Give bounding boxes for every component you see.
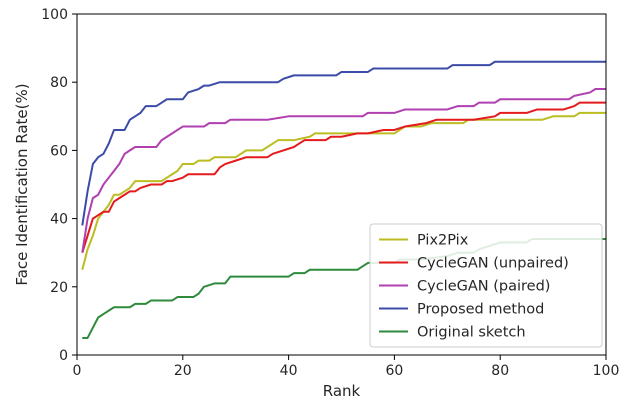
legend-label-2: CycleGAN (paired) <box>417 279 550 295</box>
y-tick-label: 100 <box>41 7 68 23</box>
x-axis: 0 20 40 60 80 100 <box>73 355 620 379</box>
plot-frame <box>76 13 607 356</box>
y-tick-label: 20 <box>50 280 68 296</box>
y-tick-label: 40 <box>50 212 68 228</box>
x-axis-title: Rank <box>323 382 361 400</box>
series-line-2 <box>81 88 606 253</box>
y-axis-title: Face Identification Rate(%) <box>13 83 31 285</box>
series-line-3 <box>81 60 606 226</box>
x-tick-label: 40 <box>280 363 298 379</box>
plot-lines <box>81 60 606 339</box>
legend-label-1: CycleGAN (unpaired) <box>417 256 569 272</box>
y-axis: 0 20 40 60 80 100 <box>41 7 77 364</box>
x-tick-label: 0 <box>73 363 82 379</box>
y-tick-label: 80 <box>50 75 68 91</box>
y-tick-label: 0 <box>59 348 68 364</box>
x-tick-label: 60 <box>385 363 403 379</box>
x-tick-label: 20 <box>174 363 192 379</box>
legend-box <box>369 223 603 348</box>
legend-label-0: Pix2Pix <box>417 233 469 249</box>
series-line-1 <box>81 101 606 253</box>
y-tick-label: 60 <box>50 143 68 159</box>
legend-label-4: Original sketch <box>417 325 526 341</box>
legend: Pix2Pix CycleGAN (unpaired) CycleGAN (pair… <box>369 223 603 348</box>
legend-label-3: Proposed method <box>417 302 544 318</box>
x-tick-label: 100 <box>593 363 620 379</box>
x-tick-label: 80 <box>491 363 509 379</box>
